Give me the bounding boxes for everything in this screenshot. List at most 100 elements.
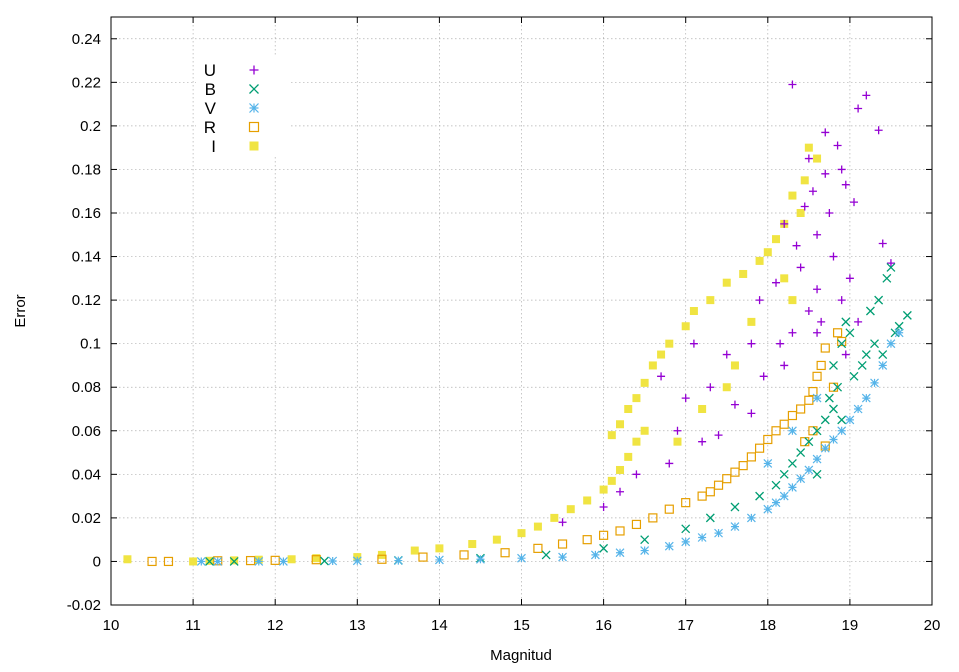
point-V (861, 393, 871, 403)
point-V (845, 415, 855, 425)
point-I (624, 452, 633, 461)
x-tick-label: 11 (185, 617, 201, 634)
point-R (615, 526, 625, 536)
y-tick-label: 0.12 (72, 292, 101, 309)
point-I (772, 235, 781, 244)
point-U (796, 263, 805, 272)
point-B (845, 328, 855, 338)
point-R (730, 467, 740, 477)
point-R (800, 437, 810, 447)
legend-marker-R (248, 121, 260, 133)
point-U (772, 278, 781, 287)
point-I (632, 437, 641, 446)
x-axis-title: Magnitud (490, 647, 552, 664)
point-I (468, 540, 477, 549)
point-U (665, 459, 674, 468)
x-tick-label: 18 (759, 617, 776, 634)
point-R (808, 386, 818, 397)
point-V (796, 474, 806, 484)
point-I (189, 557, 198, 566)
point-R (245, 555, 256, 566)
point-B (205, 556, 214, 566)
point-I (755, 256, 764, 265)
point-I (640, 426, 649, 435)
point-V (697, 533, 707, 542)
point-R (837, 336, 847, 347)
point-U (845, 274, 854, 283)
point-U (706, 383, 715, 392)
point-V (894, 328, 904, 338)
legend-marker-B (249, 84, 259, 94)
point-R (812, 371, 822, 381)
point-V (476, 554, 485, 564)
point-I (780, 274, 789, 283)
point-R (459, 550, 469, 560)
legend-background (196, 57, 290, 157)
x-tick-label: 16 (595, 617, 612, 634)
point-I (640, 378, 649, 387)
point-I (435, 544, 444, 553)
point-I (648, 361, 657, 370)
point-I (689, 307, 698, 315)
point-V (558, 552, 567, 562)
point-R (820, 343, 830, 353)
point-U (874, 126, 883, 135)
point-B (829, 404, 838, 414)
point-U (780, 361, 789, 370)
legend-marker-I (249, 141, 259, 151)
point-B (796, 448, 806, 458)
series-R (147, 328, 847, 567)
point-U (759, 372, 768, 381)
point-I (599, 485, 608, 494)
point-B (779, 469, 789, 479)
point-B (681, 524, 691, 534)
point-V (804, 465, 814, 475)
point-I (763, 248, 772, 257)
point-U (722, 350, 731, 359)
point-R (147, 556, 157, 567)
point-V (837, 426, 847, 436)
point-U (689, 339, 698, 348)
point-I (657, 350, 666, 359)
point-V (788, 482, 797, 492)
series-I (123, 143, 822, 566)
point-R (631, 519, 642, 530)
point-U (755, 296, 764, 305)
point-I (796, 209, 805, 217)
point-U (788, 80, 797, 89)
y-tick-label: 0.02 (72, 510, 101, 527)
point-R (746, 452, 756, 462)
y-tick-label: 0.18 (72, 161, 101, 178)
point-U (821, 128, 830, 137)
point-B (849, 371, 859, 381)
point-V (812, 454, 822, 464)
point-V (763, 504, 773, 514)
point-B (541, 550, 551, 560)
point-I (492, 535, 501, 544)
point-U (817, 317, 826, 326)
y-tick-label: 0.1 (80, 336, 101, 353)
point-U (825, 209, 834, 217)
point-I (123, 555, 132, 564)
point-R (705, 487, 715, 497)
point-V (664, 541, 674, 551)
point-R (582, 535, 592, 545)
point-I (550, 513, 559, 522)
point-B (870, 339, 879, 349)
data-points (123, 80, 912, 567)
point-U (673, 426, 682, 435)
point-B (812, 469, 822, 479)
legend-marker-V (249, 103, 259, 113)
point-I (698, 405, 707, 413)
point-U (792, 241, 801, 250)
point-U (808, 187, 817, 196)
point-R (377, 554, 387, 564)
point-R (832, 328, 843, 338)
point-B (865, 306, 875, 316)
point-I (673, 437, 682, 446)
point-U (714, 431, 723, 440)
point-I (747, 317, 756, 326)
point-I (665, 339, 674, 348)
point-R (664, 504, 674, 514)
